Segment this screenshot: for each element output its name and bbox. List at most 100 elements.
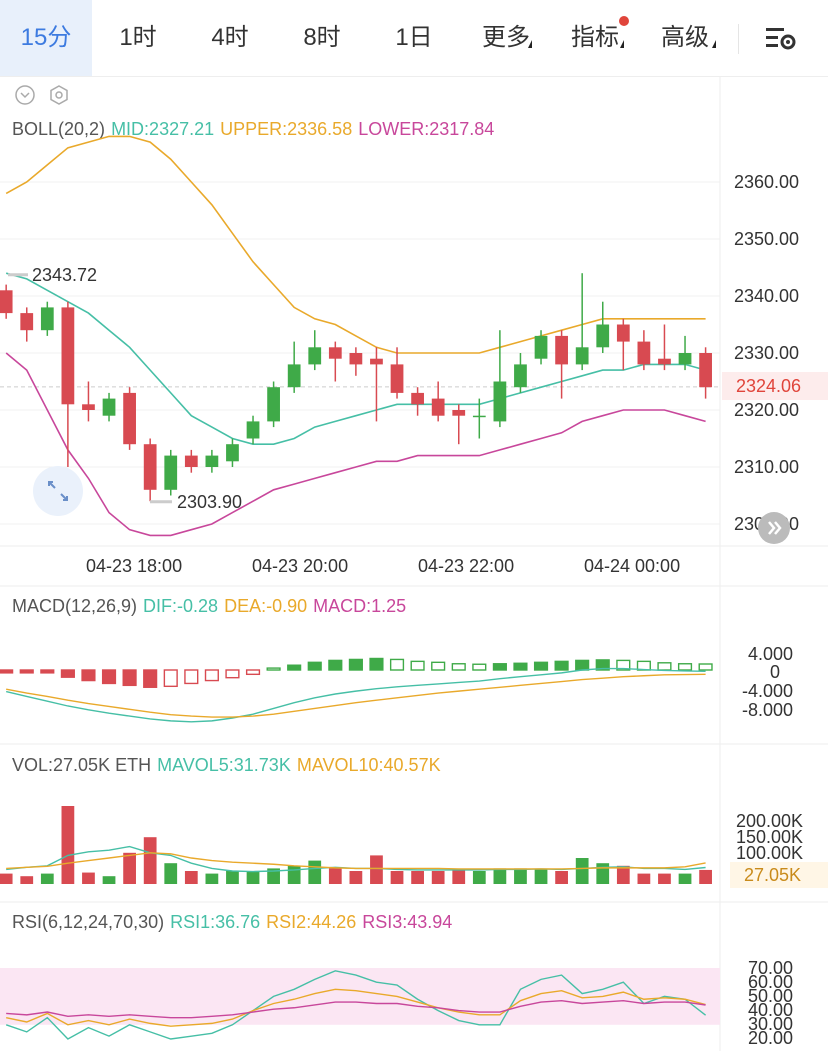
macd-histogram-bar <box>204 669 219 682</box>
fullscreen-button[interactable] <box>33 466 83 516</box>
rsi-name: RSI(6,12,24,70,30) <box>12 912 165 932</box>
candle-body <box>20 313 34 331</box>
settings-gear-icon[interactable] <box>764 24 798 52</box>
candle-body <box>411 392 424 405</box>
macd-name: MACD(12,26,9) <box>12 596 138 616</box>
tab-1h[interactable]: 1时 <box>119 24 157 51</box>
candle-body <box>184 455 198 467</box>
volume-bar <box>82 872 95 884</box>
macd-histogram-bar <box>328 659 343 671</box>
rsi-legend: RSI(6,12,24,70,30) RSI1:36.76 RSI2:44.26 RS… <box>12 912 458 933</box>
candle-body <box>637 341 651 365</box>
macd-dif-line <box>6 667 706 723</box>
boll-upper-line <box>5 135 706 354</box>
collapse-chevron-icon[interactable] <box>14 84 36 106</box>
candle-body <box>267 387 280 422</box>
macd-histogram-bar <box>287 664 302 671</box>
macd-histogram-bar <box>677 663 693 671</box>
tab-4h[interactable]: 4时 <box>211 24 249 51</box>
rsi-axis-label: 50.00 <box>748 986 794 1006</box>
volume-bar <box>431 871 445 884</box>
hexagon-settings-icon[interactable] <box>48 84 70 106</box>
macd-histogram-bar <box>492 663 507 671</box>
tab-more[interactable]: 更多 <box>482 24 530 51</box>
boll-name: BOLL(20,2) <box>12 119 106 139</box>
rsi-axis-label: 30.00 <box>748 1014 794 1034</box>
volume-bar <box>20 876 34 884</box>
macd-histogram-bar <box>163 669 178 688</box>
volume-bar <box>287 865 301 884</box>
macd-histogram-bar <box>698 663 713 671</box>
tab-15min[interactable]: 15分 <box>0 0 92 76</box>
candle-body <box>493 381 507 422</box>
macd-histogram-bar <box>369 657 384 671</box>
macd-histogram-bar <box>307 661 322 671</box>
macd-histogram-bar <box>410 660 425 671</box>
rsi2-line <box>6 988 706 1027</box>
rsi-3: RSI3:43.94 <box>362 912 453 932</box>
volume-bar <box>308 860 322 884</box>
candle-body <box>308 347 322 365</box>
macd-histogram-bar <box>60 669 75 678</box>
macd-histogram-bar <box>0 669 14 674</box>
candle-body <box>123 392 136 445</box>
time-axis-label: 04-23 22:00 <box>418 556 515 576</box>
macd-histogram-bar <box>554 660 569 671</box>
candle-body <box>143 444 157 490</box>
candle-body <box>226 444 239 462</box>
tab-1d[interactable]: 1日 <box>395 24 433 51</box>
dropdown-triangle-icon <box>620 40 624 48</box>
time-axis-label: 04-23 20:00 <box>252 556 349 576</box>
volume-bar <box>390 871 404 884</box>
candle-body <box>102 398 116 416</box>
candle-body <box>616 324 630 342</box>
macd-histogram-bar <box>472 663 487 671</box>
current-volume-label: 27.05K <box>744 865 802 885</box>
macd-histogram-bar <box>575 659 590 671</box>
tab-8h[interactable]: 8时 <box>303 24 341 51</box>
macd-histogram-bar <box>616 659 631 671</box>
volume-bar <box>123 852 136 884</box>
vol-mavol5: MAVOL5:31.73K <box>157 755 291 775</box>
tab-divider <box>738 24 739 54</box>
candle-body <box>287 364 301 388</box>
volume-bar <box>164 863 178 884</box>
volume-bar <box>0 873 13 884</box>
volume-bar <box>658 873 671 884</box>
tab-indicators[interactable]: 指标 <box>571 24 619 51</box>
boll-lower: LOWER:2317.84 <box>358 119 495 139</box>
candle-body <box>452 410 466 416</box>
candle-body <box>658 358 671 365</box>
candle-body <box>61 307 75 405</box>
macd-histogram-bar <box>595 659 610 671</box>
vol-legend: VOL:27.05K ETH MAVOL5:31.73K MAVOL10:40.57… <box>12 755 447 776</box>
volume-bar <box>678 873 692 884</box>
volume-bar <box>534 869 548 884</box>
candle-body <box>205 455 219 467</box>
candle-body <box>472 415 486 418</box>
volume-bar <box>575 858 589 884</box>
boll-mid: MID:2327.21 <box>111 119 215 139</box>
macd-legend: MACD(12,26,9) DIF:-0.28 DEA:-0.90 MACD:1.25 <box>12 596 412 617</box>
vol-axis-label: 200.00K <box>736 811 804 831</box>
macd-axis-label: -4.000 <box>742 681 794 701</box>
candle-body <box>514 364 527 388</box>
rsi-axis-label: 70.00 <box>748 958 794 978</box>
macd-axis-label: -8.000 <box>742 700 794 720</box>
expand-arrows-icon <box>48 481 68 501</box>
candle-body <box>40 307 54 331</box>
scroll-to-latest-button[interactable] <box>758 512 790 544</box>
volume-bar <box>102 876 116 884</box>
volume-bar <box>328 868 342 884</box>
candle-body <box>349 353 363 365</box>
rsi-axis-label: 40.00 <box>748 1000 794 1020</box>
candle-body <box>164 455 178 490</box>
low-price-marker: 2303.90 <box>177 492 243 512</box>
boll-upper: UPPER:2336.58 <box>220 119 353 139</box>
price-axis-label: 2360.00 <box>734 172 800 192</box>
macd-axis-label: 4.000 <box>748 644 794 664</box>
dropdown-triangle-icon <box>528 40 532 48</box>
candle-body <box>328 347 342 359</box>
tab-advanced[interactable]: 高级 <box>661 24 709 51</box>
